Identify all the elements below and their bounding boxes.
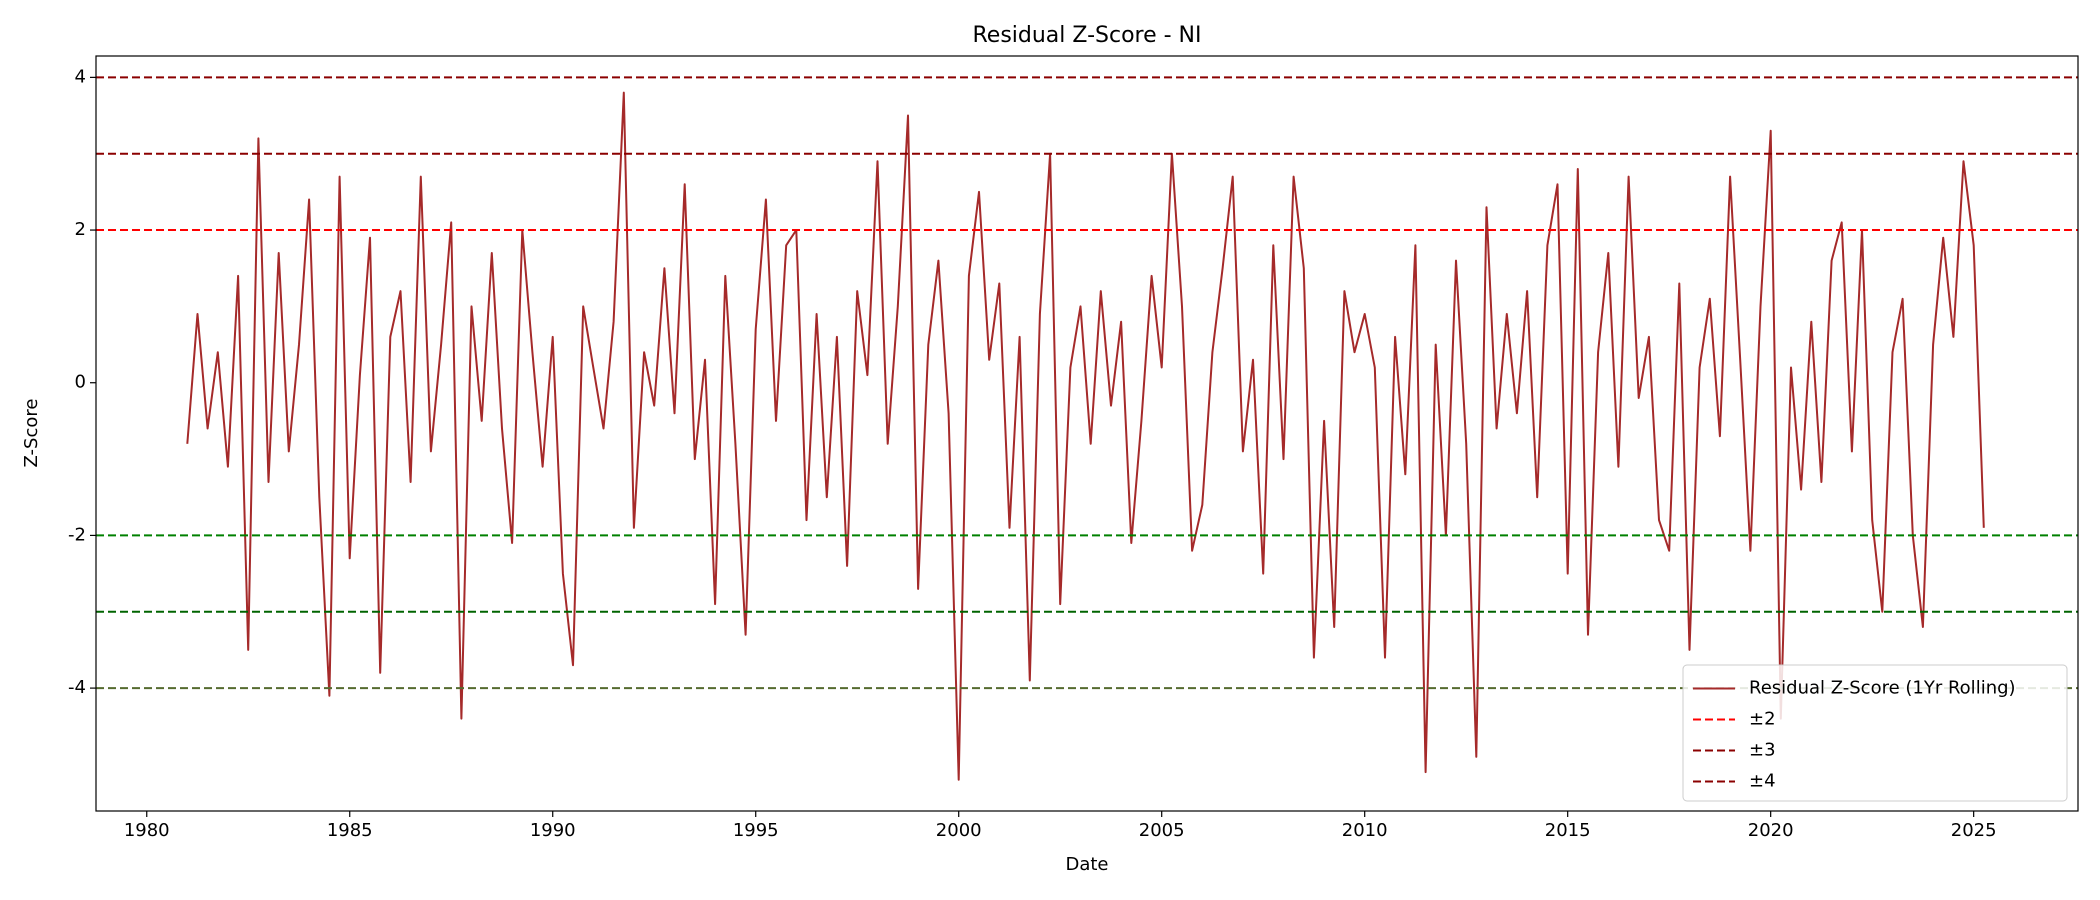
x-tick-label: 1985 — [327, 820, 373, 841]
x-tick-label: 2020 — [1748, 820, 1794, 841]
x-tick-label: 2005 — [1139, 820, 1185, 841]
y-tick-label: -2 — [68, 524, 86, 545]
x-tick-label: 2025 — [1951, 820, 1997, 841]
legend-label: Residual Z-Score (1Yr Rolling) — [1749, 678, 2016, 699]
legend-label: ±3 — [1749, 740, 1776, 761]
x-axis-label: Date — [1065, 854, 1108, 875]
x-tick-label: 2010 — [1342, 820, 1388, 841]
y-tick-label: 2 — [75, 219, 86, 240]
legend-label: ±4 — [1749, 771, 1776, 792]
data-line — [186, 91, 1985, 781]
y-tick-label: -4 — [68, 677, 86, 698]
y-tick-label: 0 — [75, 372, 86, 393]
legend: Residual Z-Score (1Yr Rolling) ±2 ±3 ±4 — [1682, 664, 2068, 802]
x-tick-label: 1995 — [733, 820, 779, 841]
x-tick-label: 2000 — [936, 820, 982, 841]
chart-title: Residual Z-Score - NI — [972, 23, 1201, 48]
legend-label: ±2 — [1749, 709, 1776, 730]
x-tick-label: 2015 — [1545, 820, 1591, 841]
x-tick-label: 1990 — [530, 820, 576, 841]
y-tick-label: 4 — [75, 66, 86, 87]
legend-box — [1682, 664, 2068, 802]
x-tick-label: 1980 — [124, 820, 170, 841]
plot-frame — [95, 55, 2079, 812]
y-axis-label: Z-Score — [21, 399, 42, 468]
